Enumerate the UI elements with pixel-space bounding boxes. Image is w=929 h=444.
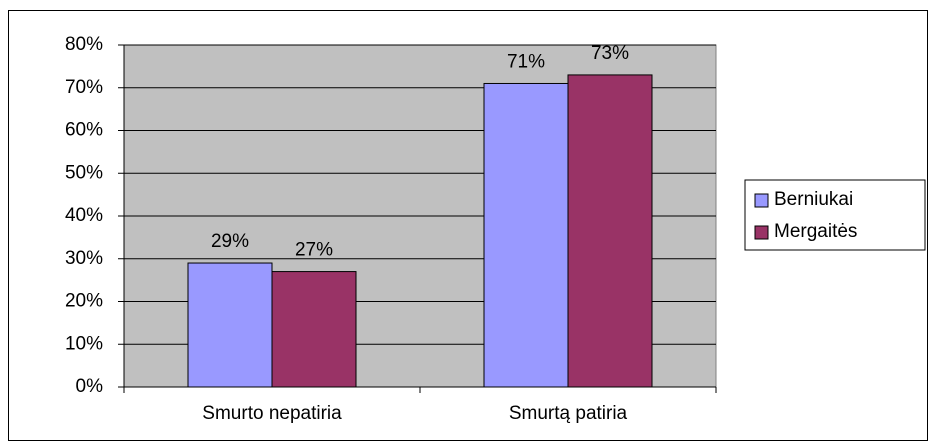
y-tick-label: 80%	[65, 34, 103, 55]
y-tick-label: 60%	[65, 120, 103, 141]
y-tick-label: 10%	[65, 333, 103, 354]
x-tick-label: Smurto nepatiria	[202, 403, 342, 424]
y-tick-label: 50%	[65, 162, 103, 183]
legend-swatch	[754, 193, 769, 208]
bar	[271, 271, 357, 388]
value-label: 27%	[295, 240, 333, 261]
legend-box	[744, 179, 926, 251]
y-tick-label: 70%	[65, 77, 103, 98]
bar	[483, 82, 569, 388]
value-label: 73%	[591, 43, 629, 64]
x-tick-label: Smurtą patiria	[509, 403, 628, 424]
legend-label: Berniukai	[774, 189, 853, 210]
y-tick-label: 20%	[65, 291, 103, 312]
bar	[567, 74, 653, 388]
legend-label: Mergaitės	[774, 221, 857, 242]
legend-swatch	[754, 225, 769, 240]
bar	[187, 262, 273, 388]
y-tick-label: 40%	[65, 205, 103, 226]
value-label: 71%	[507, 51, 545, 72]
y-tick-label: 0%	[76, 376, 104, 397]
value-label: 29%	[211, 231, 249, 252]
y-tick-label: 30%	[65, 248, 103, 269]
